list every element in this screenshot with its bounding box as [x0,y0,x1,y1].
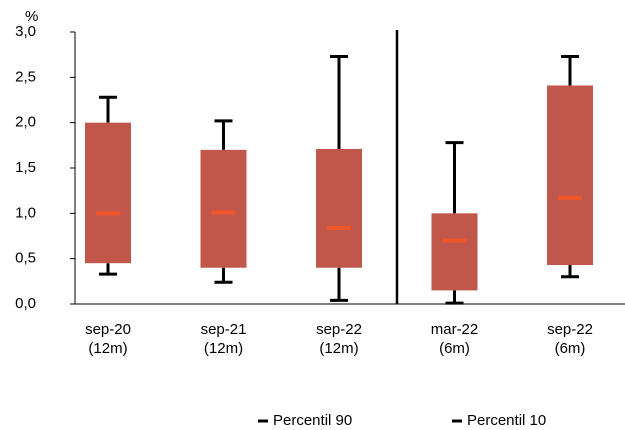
x-tick-label: mar-22 [431,321,479,338]
box [200,149,247,268]
y-tick-label: 1,5 [15,159,36,176]
x-tick-label: (12m) [204,340,243,357]
y-tick-label: 1,0 [15,204,36,221]
y-axis-label: % [25,8,38,25]
y-tick-label: 0,0 [15,295,36,312]
x-tick-label: sep-22 [316,321,362,338]
box [316,148,362,268]
box [85,122,131,264]
legend-label: Percentil 90 [273,412,352,429]
x-tick-label: (6m) [439,340,470,357]
y-tick-label: 0,5 [15,250,36,267]
x-tick-label: sep-20 [85,321,131,338]
legend-label: Percentil 10 [467,412,546,429]
y-tick-label: 2,0 [15,114,36,131]
box [431,213,478,291]
y-tick-label: 2,5 [15,68,36,85]
x-tick-label: sep-22 [547,321,593,338]
x-tick-label: (6m) [555,340,586,357]
x-tick-label: sep-21 [201,321,247,338]
y-tick-label: 3,0 [15,23,36,40]
x-tick-label: (12m) [88,340,127,357]
box [547,85,593,266]
x-tick-label: (12m) [319,340,358,357]
